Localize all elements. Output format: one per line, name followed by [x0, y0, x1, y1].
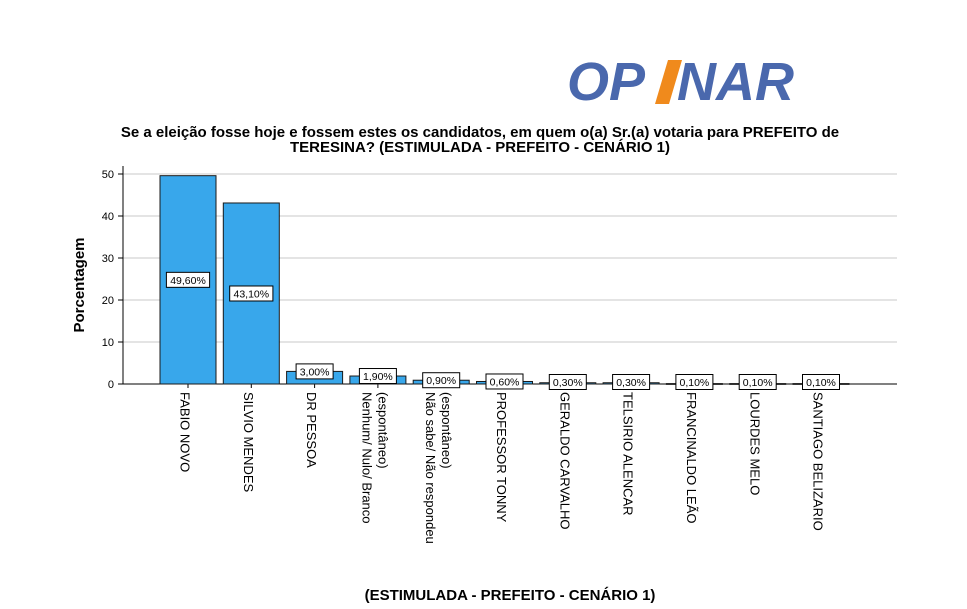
svg-text:3,00%: 3,00% — [300, 366, 330, 378]
svg-text:0,10%: 0,10% — [743, 377, 773, 389]
svg-text:0,30%: 0,30% — [553, 377, 583, 389]
y-tick-label: 10 — [102, 337, 114, 349]
value-label: 0,90% — [422, 372, 461, 389]
x-tick-label: FABIO NOVO — [178, 392, 193, 472]
y-tick-label: 50 — [102, 169, 114, 181]
x-tick-label: FRANCINALDO LEÃO — [684, 392, 699, 523]
x-tick-label: GERALDO CARVALHO — [557, 392, 572, 530]
axes: 0 10 20 30 40 50 — [102, 166, 897, 391]
x-tick-label: SILVIO MENDES — [241, 392, 256, 493]
value-label: 1,90% — [358, 368, 397, 385]
x-tick-label: (espontâneo) — [439, 392, 454, 469]
logo-slash-icon — [655, 60, 682, 104]
svg-text:0,10%: 0,10% — [680, 377, 710, 389]
svg-text:0,90%: 0,90% — [426, 375, 456, 387]
x-tick-label: Não sabe/ Não respondeu — [423, 392, 438, 544]
value-label: 0,10% — [738, 374, 777, 390]
svg-text:0,60%: 0,60% — [490, 376, 520, 388]
svg-text:0,10%: 0,10% — [806, 377, 836, 389]
x-tick-label: (espontâneo) — [375, 392, 390, 469]
value-label: 0,60% — [485, 373, 524, 390]
value-label: 0,10% — [675, 374, 714, 390]
value-label: 0,30% — [548, 374, 587, 390]
chart-title: Se a eleição fosse hoje e fossem estes o… — [60, 125, 900, 155]
value-label: 0,10% — [802, 374, 840, 390]
svg-text:1,90%: 1,90% — [363, 371, 393, 383]
opinar-logo: OP NAR — [567, 52, 794, 112]
x-tick-label: TELSIRIO ALENCAR — [621, 392, 636, 516]
x-tick-label: DR PESSOA — [304, 392, 319, 468]
y-axis-title: Porcentagem — [71, 237, 88, 332]
x-tick-label: SANTIAGO BELIZARIO — [811, 392, 826, 531]
svg-text:49,60%: 49,60% — [170, 275, 206, 287]
svg-text:0,30%: 0,30% — [616, 377, 646, 389]
logo-text-op: OP — [567, 52, 646, 112]
x-tick-labels: FABIO NOVO SILVIO MENDES DR PESSOA Nenhum/ … — [178, 392, 826, 544]
value-label: 43,10% — [229, 285, 274, 302]
value-labels: 49,60% 43,10% 3,00% 1,90% 0,90% 0,60% 0,30% 0,3… — [165, 271, 840, 390]
chart-title-line2: TERESINA? (ESTIMULADA - PREFEITO - CENÁR… — [289, 139, 670, 156]
y-tick-label: 40 — [102, 211, 114, 223]
logo-text-nar: NAR — [677, 52, 794, 112]
svg-text:43,10%: 43,10% — [233, 288, 269, 300]
y-tick-label: 30 — [102, 253, 114, 265]
bars — [159, 175, 850, 385]
x-tick-label: Nenhum/ Nulo/ Branco — [359, 392, 374, 524]
x-tick-label: PROFESSOR TONNY — [494, 392, 509, 523]
y-tick-label: 0 — [108, 379, 114, 391]
value-label: 3,00% — [295, 363, 334, 380]
value-label: 0,30% — [612, 374, 651, 390]
x-axis-title: (ESTIMULADA - PREFEITO - CENÁRIO 1) — [364, 587, 656, 604]
y-tick-label: 20 — [102, 295, 114, 307]
value-label: 49,60% — [165, 271, 211, 288]
chart-title-line1: Se a eleição fosse hoje e fossem estes o… — [120, 124, 840, 141]
x-tick-label: LOURDES MELO — [747, 392, 762, 495]
